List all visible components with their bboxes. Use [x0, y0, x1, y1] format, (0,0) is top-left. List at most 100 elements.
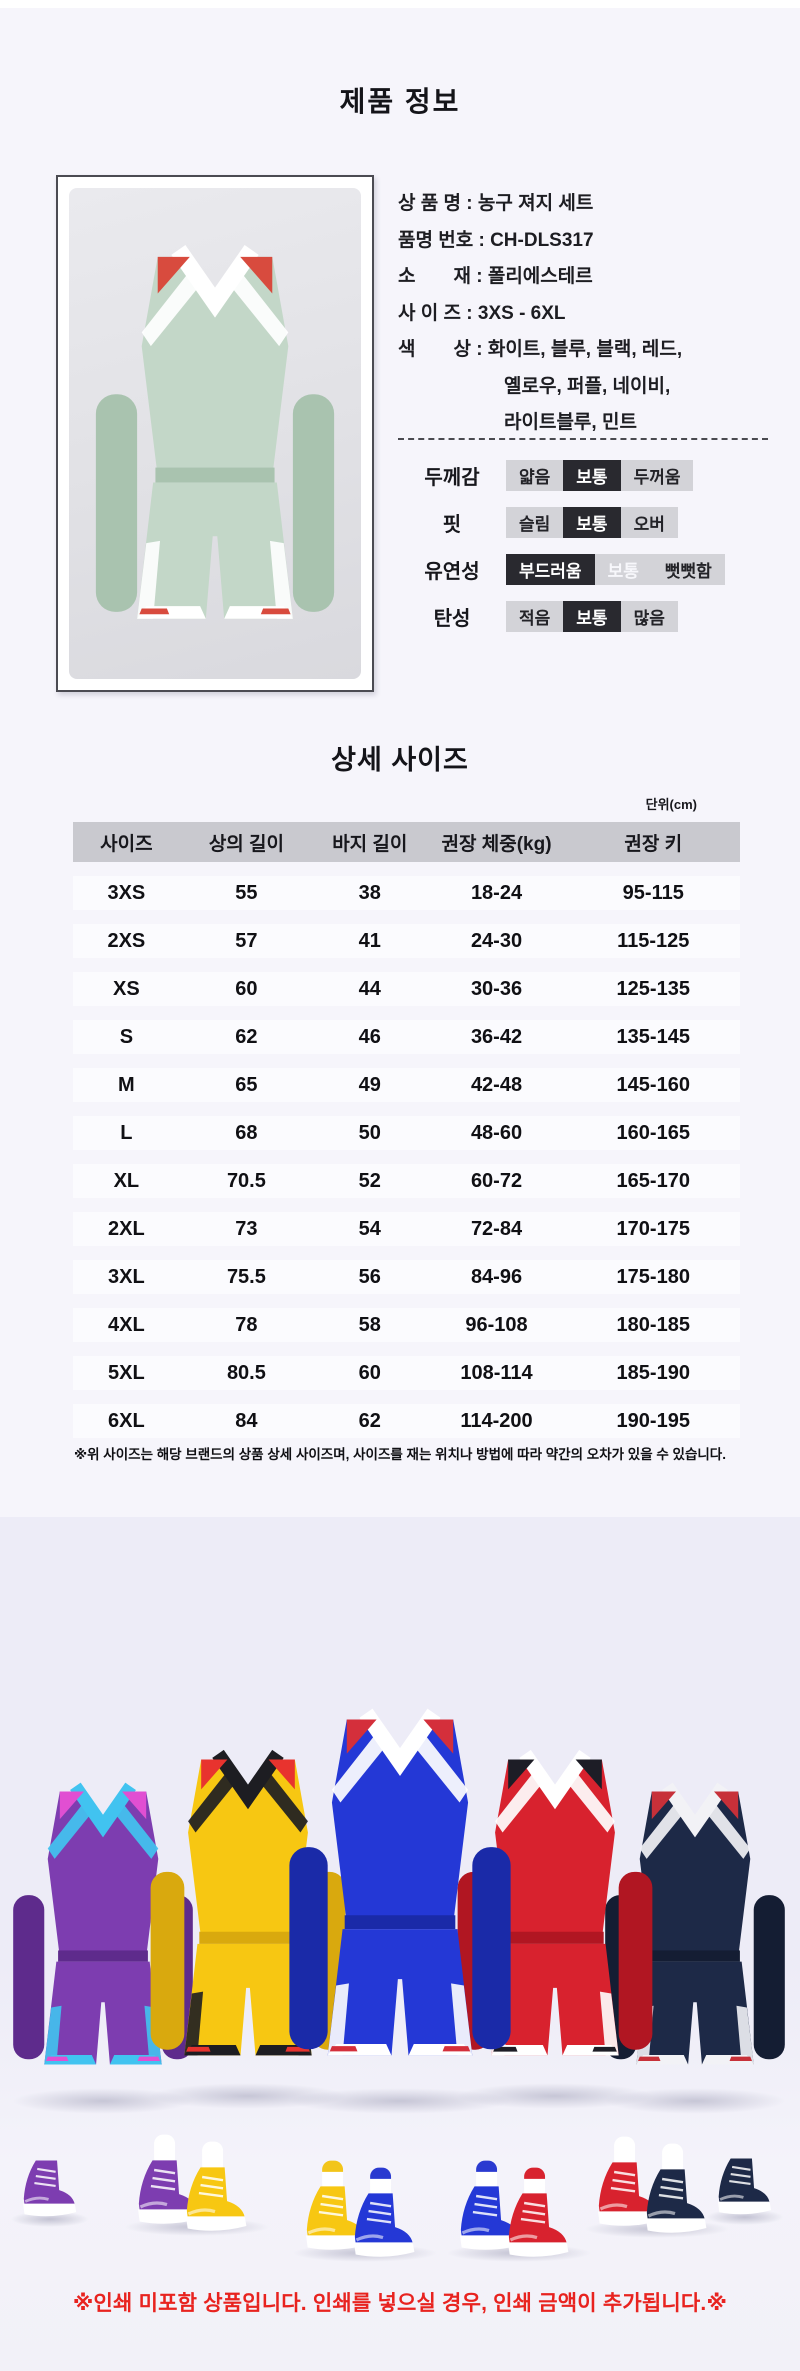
size-table-row: 6XL 84 62 114-200 190-195	[73, 1404, 740, 1438]
size-table-cell: 80.5	[226, 1361, 266, 1384]
dashed-divider	[398, 438, 768, 440]
size-table-row: XL 70.5 52 60-72 165-170	[73, 1164, 740, 1198]
size-table-cell: 30-36	[470, 977, 523, 1000]
size-table-cell: 38	[358, 881, 381, 904]
product-info-line: 옐로우, 퍼플, 네이비,	[504, 375, 671, 397]
size-section-title: 상세 사이즈	[331, 745, 469, 775]
attribute-option: 보통	[563, 601, 621, 632]
floor-shadow	[287, 2088, 513, 2115]
size-table-header: 사이즈 상의 길이 바지 길이 권장 체중(kg) 권장 키	[73, 822, 740, 862]
size-table-cell: 135-145	[616, 1025, 690, 1048]
sneaker-icon	[500, 2166, 574, 2261]
size-table-cell: 185-190	[616, 1361, 690, 1384]
size-table-cell: M	[118, 1073, 135, 1096]
size-table-cell: 108-114	[460, 1361, 533, 1384]
size-table-body: 3XS 55 38 18-24 95-115 2XS 57 41 24-30 115-125 XS 6…	[73, 876, 740, 1438]
size-table-cell: 75.5	[226, 1265, 266, 1288]
attribute-option: 뻣뻣함	[651, 554, 725, 585]
size-table-cell: XS	[113, 977, 140, 1000]
size-table-cell: 42-48	[470, 1073, 523, 1096]
attribute-scale: 얇음 보통 두꺼움	[506, 460, 694, 491]
size-table-header-cell: 상의 길이	[208, 833, 285, 855]
attribute-option: 슬림	[506, 507, 564, 538]
sneaker-cluster	[292, 2159, 439, 2262]
sneaker-icon	[346, 2166, 420, 2261]
size-table-cell: 46	[358, 1025, 381, 1048]
attribute-row: 두께감 얇음 보통 두꺼움	[398, 460, 770, 491]
attribute-label: 탄성	[433, 608, 471, 630]
floor-shadow	[11, 2088, 195, 2115]
size-table-row: L 68 50 48-60 160-165	[73, 1116, 740, 1150]
size-table-row: 4XL 78 58 96-108 180-185	[73, 1308, 740, 1342]
size-table-cell: 5XL	[108, 1361, 145, 1384]
size-table-cell: 60-72	[470, 1169, 523, 1192]
size-table-cell: 57	[235, 929, 258, 952]
size-table-header-cell: 권장 체중(kg)	[441, 833, 552, 855]
jersey-blue	[283, 1677, 517, 2115]
size-table-cell: 56	[358, 1265, 381, 1288]
size-table-cell: 62	[235, 1025, 258, 1048]
size-table-row: 2XS 57 41 24-30 115-125	[73, 924, 740, 958]
sneaker-icon	[130, 2133, 204, 2228]
size-table-cell: 72-84	[470, 1217, 523, 1240]
attribute-option: 많음	[620, 601, 678, 632]
size-disclaimer: ※위 사이즈는 해당 브랜드의 상품 상세 사이즈며, 사이즈를 재는 위치나 …	[74, 1447, 726, 1462]
size-table-cell: 18-24	[470, 881, 523, 904]
attribute-scale: 부드러움 보통 뻣뻣함	[506, 554, 725, 585]
product-info-line: 품명 번호 : CH-DLS317	[398, 229, 594, 251]
size-table-row: S 62 46 36-42 135-145	[73, 1020, 740, 1054]
print-notice-banner: ※인쇄 미포함 상품입니다. 인쇄를 넣으실 경우, 인쇄 금액이 추가됩니다.…	[72, 2292, 728, 2315]
size-table-cell: 36-42	[470, 1025, 523, 1048]
sneaker-cluster	[584, 2135, 731, 2238]
size-table-cell: 78	[235, 1313, 258, 1336]
showcase-section: ※인쇄 미포함 상품입니다. 인쇄를 넣으실 경우, 인쇄 금액이 추가됩니다.…	[0, 1517, 800, 2371]
size-table-cell: 52	[358, 1169, 381, 1192]
attribute-option: 얇음	[506, 460, 564, 491]
size-table-cell: 84-96	[470, 1265, 523, 1288]
size-table-row: M 65 49 42-48 145-160	[73, 1068, 740, 1102]
attribute-option: 보통	[563, 460, 621, 491]
size-table-cell: 160-165	[616, 1121, 690, 1144]
size-table-cell: 68	[235, 1121, 258, 1144]
attribute-scale: 슬림 보통 오버	[506, 507, 678, 538]
attribute-scales: 두께감 얇음 보통 두꺼움 핏 슬림 보통 오버 유연성 부드러움 보통 뻣뻣함 탄성 적음 보통 많음	[398, 460, 770, 648]
sneaker-cluster	[705, 2134, 784, 2225]
size-table-cell: 170-175	[616, 1217, 690, 1240]
size-table-cell: 24-30	[470, 929, 523, 952]
size-table-cell: 190-195	[616, 1409, 690, 1432]
product-info-line: 상 품 명 : 농구 져지 세트	[398, 193, 594, 214]
size-table-cell: 41	[358, 929, 381, 952]
attribute-option: 부드러움	[506, 554, 595, 585]
attribute-option: 오버	[620, 507, 678, 538]
size-table-cell: 95-115	[622, 881, 684, 904]
size-table-cell: 115-125	[617, 929, 690, 952]
top-strip	[0, 0, 800, 8]
sneaker-cluster	[124, 2133, 271, 2236]
size-table-cell: 114-200	[460, 1409, 533, 1432]
size-table-header-cell: 사이즈	[100, 833, 153, 855]
size-table-cell: 54	[358, 1217, 381, 1240]
size-table-cell: 180-185	[616, 1313, 690, 1336]
size-table-cell: 3XL	[108, 1265, 145, 1288]
size-table-row: 5XL 80.5 60 108-114 185-190	[73, 1356, 740, 1390]
product-photo-frame	[56, 175, 374, 692]
attribute-row: 탄성 적음 보통 많음	[398, 601, 770, 632]
product-info-line: 라이트블루, 민트	[504, 412, 637, 433]
size-table-cell: 145-160	[616, 1073, 690, 1096]
sneaker-icon	[711, 2134, 776, 2218]
size-table: 사이즈 상의 길이 바지 길이 권장 체중(kg) 권장 키 3XS 55 38 18-24 9…	[73, 822, 740, 1438]
size-table-header-cell: 권장 키	[624, 833, 683, 855]
sneaker-icon	[178, 2140, 252, 2235]
product-info-line: 소 재 : 폴리에스테르	[398, 266, 593, 287]
attribute-option: 두꺼움	[620, 460, 694, 491]
size-table-cell: 60	[358, 1361, 381, 1384]
size-table-cell: 48-60	[470, 1121, 523, 1144]
attribute-option: 보통	[563, 507, 621, 538]
size-table-header-cell: 바지 길이	[332, 833, 408, 855]
attribute-row: 핏 슬림 보통 오버	[398, 507, 770, 538]
attribute-label: 두께감	[424, 467, 480, 489]
size-table-cell: 2XL	[108, 1217, 145, 1240]
attribute-scale: 적음 보통 많음	[506, 601, 678, 632]
size-table-cell: L	[120, 1121, 133, 1144]
size-table-cell: XL	[113, 1169, 140, 1192]
